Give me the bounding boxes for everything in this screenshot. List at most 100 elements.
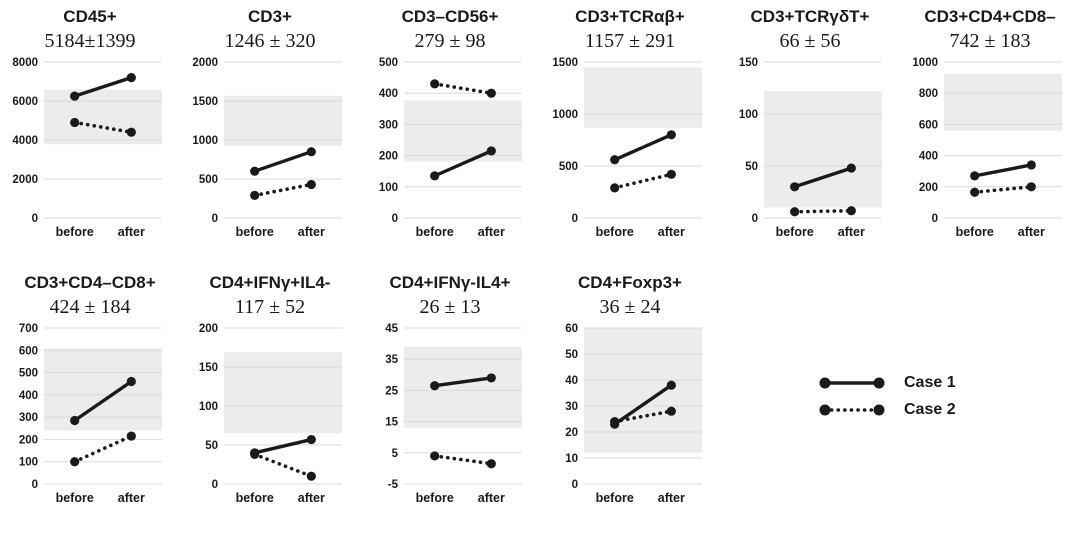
legend-item-case-1: Case 1 [816,374,1080,392]
panel-chart: 0 2000 4000 6000 8000 before after [12,57,162,239]
case-1-marker [666,129,676,139]
y-tick-label: 400 [19,389,38,401]
y-tick-label: 0 [752,213,758,225]
case-1-marker [126,72,136,82]
case-2-marker [790,206,800,216]
y-tick-label: 10 [565,453,578,465]
y-tick-label: 100 [199,401,218,413]
y-tick-label: 300 [19,412,38,424]
case-2-marker [70,117,80,127]
y-tick-label: 40 [565,375,578,387]
case-1-marker [666,380,676,390]
reference-band [404,346,522,428]
panel-title: CD3+CD4+CD8– [924,7,1056,26]
x-tick-label-after: after [298,491,325,505]
panel-chart: -5 5 15 25 35 45 before after [385,323,522,505]
case-2-line [612,172,674,190]
case-1-marker [306,434,316,444]
case-1-line [254,437,312,454]
x-tick-label-after: after [658,225,685,239]
case-2-marker [306,471,316,481]
case-1-line [73,379,133,422]
case-1-line [794,165,852,188]
y-tick-label: 0 [572,213,578,225]
panel-title: CD3+TCRαβ+ [575,7,685,26]
panel-stat-mean-sd: 26 ± 13 [419,295,481,318]
y-tick-label: 500 [199,174,218,186]
case-2-line [432,453,494,466]
y-tick-label: 500 [19,367,38,379]
y-tick-label: 200 [199,323,218,335]
x-tick-label-after: after [478,491,505,505]
y-tick-label: 0 [932,213,938,225]
y-tick-label: 4000 [12,135,38,147]
x-tick-label-before: before [56,491,94,505]
case-1-marker [430,380,440,390]
y-tick-label: 200 [919,181,938,193]
y-tick-label: 200 [379,150,398,162]
y-tick-label: 8000 [12,57,38,69]
panel-chart: 0 200 400 600 800 1000 before after [912,57,1062,239]
y-tick-label: 300 [379,119,398,131]
chart-panel-cd4-ifn-il4: CD4+IFNγ+IL4- 117 ± 52 0 50 100 150 200 before a… [180,270,360,536]
chart-panel-cd3-cd56: CD3–CD56+ 279 ± 98 0 100 200 300 400 500 before a… [360,4,540,270]
case-1-marker [70,415,80,425]
panel-title: CD4+Foxp3+ [578,273,682,292]
case-2-marker [70,456,80,466]
chart-panel-cd45: CD45+ 5184±1399 0 2000 4000 6000 8000 before aft… [0,4,180,270]
y-tick-label: 60 [565,323,578,335]
x-tick-label-before: before [596,491,634,505]
y-tick-label: 800 [919,88,938,100]
chart-panel-cd3-tcr: CD3+TCRαβ+ 1157 ± 291 0 500 1000 1500 before af… [540,4,720,270]
panel-title: CD3+CD4–CD8+ [24,273,156,292]
case-2-line [72,433,134,464]
y-tick-label: 600 [19,345,38,357]
panel-row-2: CD3+CD4–CD8+ 424 ± 184 0 100 200 300 400 500 600… [0,270,1080,536]
x-tick-label-after: after [118,491,145,505]
y-tick-label: 500 [379,57,398,69]
reference-band [404,99,522,162]
case-2-line [972,184,1034,194]
panel-stat-mean-sd: 5184±1399 [44,29,136,52]
case-1-marker [1026,159,1036,170]
y-tick-label: 1000 [552,109,578,121]
panel-title: CD3+TCRγδT+ [750,7,870,26]
y-tick-label: 100 [379,181,398,193]
x-tick-label-after: after [658,491,685,505]
reference-band [584,66,702,128]
y-tick-label: 5 [392,447,399,459]
y-tick-label: 0 [212,479,218,491]
panel-chart: 0 50 100 150 200 before after [199,323,342,505]
y-tick-label: 0 [32,479,38,491]
case-1-line [613,132,673,161]
case-2-marker [126,430,136,441]
case-1-marker [486,145,496,156]
case-1-marker [306,146,316,156]
y-tick-label: 150 [199,362,218,374]
legend-item-case-2: Case 2 [816,401,1080,419]
case-1-marker [486,372,496,383]
y-tick-label: 2000 [12,174,38,186]
x-tick-label-after: after [1018,225,1045,239]
case-2-marker [1026,181,1036,191]
chart-panel-cd4-ifn-il4: CD4+IFNγ-IL4+ 26 ± 13 -5 5 15 25 35 45 before aft… [360,270,540,536]
y-tick-label: 1000 [192,135,218,147]
panel-stat-mean-sd: 36 ± 24 [599,295,661,318]
y-tick-label: 400 [379,88,398,100]
x-tick-label-after: after [298,225,325,239]
y-tick-label: 50 [745,161,758,173]
case-2-marker [610,182,620,192]
case-2-marker [486,458,496,468]
chart-panel-cd3: CD3+ 1246 ± 320 0 500 1000 1500 2000 before afte… [180,4,360,270]
panel-stat-mean-sd: 424 ± 184 [49,295,131,318]
y-tick-label: 400 [919,150,938,162]
y-tick-label: 0 [212,213,218,225]
reference-band [944,73,1062,131]
x-tick-label-before: before [776,225,814,239]
case-2-marker [666,406,676,416]
y-tick-label: 1000 [912,57,938,69]
y-tick-label: 45 [385,323,398,335]
case-2-line [792,208,854,214]
case-2-line [432,81,494,95]
